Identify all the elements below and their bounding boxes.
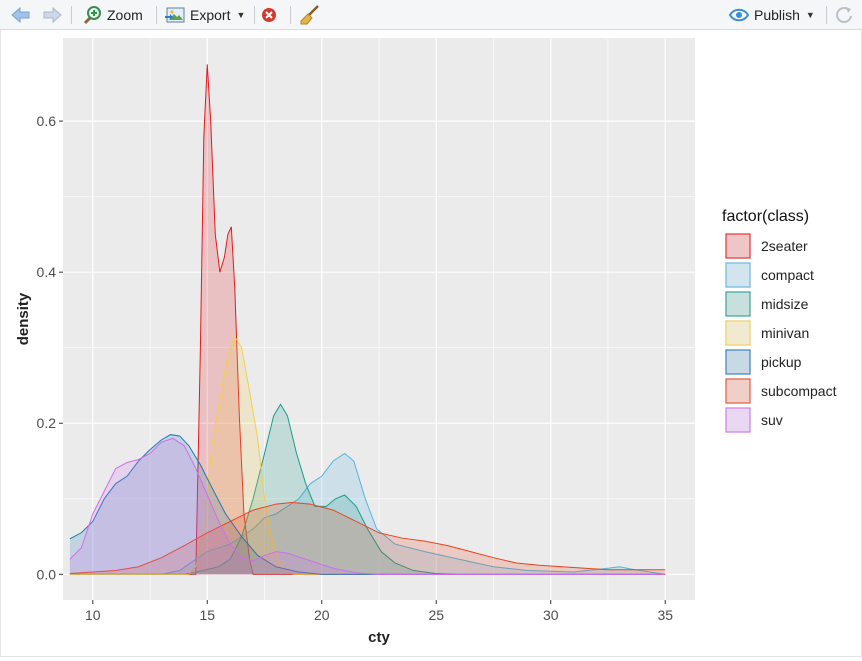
x-tick-label: 10 — [85, 607, 101, 623]
magnifier-plus-icon — [83, 6, 101, 25]
legend-swatch-compact — [725, 262, 751, 288]
minor-gridlines — [63, 38, 695, 600]
density-line-subcompact — [69, 502, 666, 575]
chevron-down-icon: ▼ — [805, 10, 815, 20]
arrow-left-icon — [11, 6, 30, 24]
plot-viewer: 10 15 20 25 30 35 0.0 0.2 0.4 0.6 cty density fa… — [0, 30, 862, 657]
legend-title: factor(class) — [722, 208, 809, 225]
zoom-label: Zoom — [107, 7, 143, 23]
legend-swatch-midsize — [725, 291, 751, 317]
toolbar-divider — [290, 6, 291, 24]
publish-label: Publish — [754, 7, 800, 23]
legend-key-bg — [725, 291, 751, 317]
density-line-2seater — [69, 64, 666, 575]
density-area-midsize — [69, 404, 666, 575]
y-tick-label: 0.0 — [37, 566, 57, 582]
legend-swatch-minivan — [725, 320, 751, 346]
density-line-suv — [69, 437, 666, 575]
zoom-button[interactable]: Zoom — [81, 3, 143, 27]
density-plot: 10 15 20 25 30 35 0.0 0.2 0.4 0.6 cty density fa… — [1, 30, 861, 656]
publish-button[interactable]: Publish ▼ — [728, 3, 815, 27]
chevron-down-icon: ▼ — [236, 10, 246, 20]
legend-key-bg — [725, 349, 751, 375]
x-tick-label: 30 — [543, 607, 559, 623]
remove-plot-icon — [262, 8, 276, 22]
legend-key-bg — [725, 407, 751, 433]
legend-swatch-subcompact — [725, 378, 751, 404]
export-image-icon — [165, 7, 185, 23]
y-tick-label: 0.6 — [37, 113, 57, 129]
export-button[interactable]: Export ▼ — [164, 3, 245, 27]
density-line-midsize — [69, 403, 666, 575]
y-axis: 0.0 0.2 0.4 0.6 — [37, 113, 63, 582]
clear-plots-button[interactable] — [299, 3, 321, 27]
legend-key-bg — [725, 320, 751, 346]
x-tick-label: 25 — [428, 607, 444, 623]
toolbar-divider — [71, 6, 72, 24]
refresh-button[interactable] — [834, 3, 854, 27]
toolbar-divider — [826, 6, 827, 24]
density-area-compact — [69, 453, 666, 575]
legend-label-suv: suv — [761, 412, 783, 428]
legend-label-pickup: pickup — [761, 354, 802, 370]
legend-key-bg — [725, 262, 751, 288]
remove-plot-button[interactable] — [260, 3, 278, 27]
density-area-2seater — [69, 64, 666, 575]
density-area-pickup — [69, 434, 666, 575]
density-line-compact — [69, 452, 666, 575]
plot-toolbar: Zoom Export ▼ Publish ▼ — [0, 0, 862, 30]
legend-key-bg — [725, 378, 751, 404]
toolbar-divider — [254, 6, 255, 24]
x-tick-label: 15 — [199, 607, 215, 623]
legend-swatch-suv — [725, 407, 751, 433]
x-axis: 10 15 20 25 30 35 — [85, 600, 673, 623]
x-tick-label: 35 — [657, 607, 673, 623]
density-area-minivan — [69, 336, 666, 575]
density-series — [69, 64, 666, 575]
density-line-pickup — [69, 434, 666, 575]
back-button[interactable] — [9, 3, 31, 27]
export-label: Export — [190, 7, 231, 23]
refresh-icon — [836, 7, 852, 23]
broom-icon — [300, 5, 319, 25]
forward-button[interactable] — [42, 3, 64, 27]
legend-label-compact: compact — [761, 267, 814, 283]
legend-swatch-pickup — [725, 349, 751, 375]
y-tick-label: 0.2 — [37, 415, 57, 431]
legend-label-subcompact: subcompact — [761, 383, 837, 399]
publish-eye-icon — [728, 8, 750, 22]
legend-label-2seater: 2seater — [761, 238, 808, 254]
y-axis-title: density — [15, 292, 32, 345]
legend: factor(class) 2seater compact midsize miniv… — [722, 208, 837, 433]
legend-label-midsize: midsize — [761, 296, 809, 312]
density-area-suv — [69, 438, 666, 575]
x-axis-title: cty — [368, 629, 390, 646]
arrow-right-icon — [43, 6, 62, 24]
toolbar-divider — [156, 6, 157, 24]
density-line-minivan — [69, 335, 666, 575]
y-tick-label: 0.4 — [37, 264, 57, 280]
density-area-subcompact — [69, 502, 666, 575]
legend-label-minivan: minivan — [761, 325, 809, 341]
legend-swatch-2seater — [725, 233, 751, 259]
x-tick-label: 20 — [314, 607, 330, 623]
legend-key-bg — [725, 233, 751, 259]
